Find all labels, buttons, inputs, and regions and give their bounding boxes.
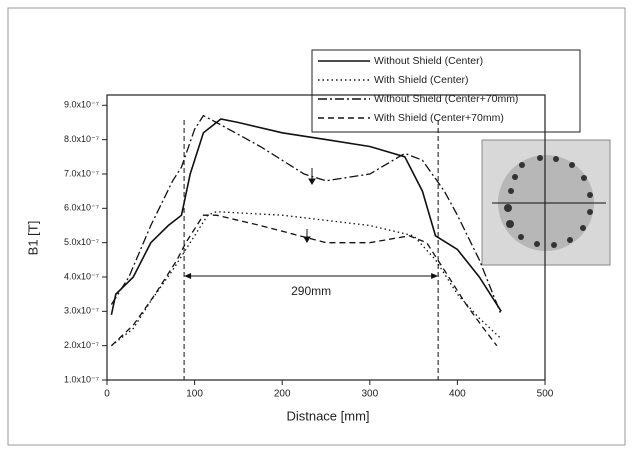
plot-area [106,94,546,381]
x-tick-label: 500 [537,389,554,400]
arrow-head [431,273,439,279]
x-tick-label: 100 [186,389,203,400]
y-tick-label: 5.0x10⁻⁷ [64,237,99,247]
x-tick-label: 200 [274,389,291,400]
series-line [110,118,502,315]
series-line [110,211,502,347]
y-tick-label: 7.0x10⁻⁷ [64,168,99,178]
legend-label: With Shield (Center+70mm) [374,112,504,124]
x-axis-label: Distnace [mm] [286,408,369,423]
y-tick-label: 2.0x10⁻⁷ [64,340,99,350]
y-axis-label: B1 [T] [25,221,40,256]
inset-image [481,139,611,266]
frame [7,7,626,446]
y-tick-label: 1.0x10⁻⁷ [64,374,99,384]
x-tick-label: 400 [449,389,466,400]
series-line [110,214,498,347]
legend-label: Without Shield (Center+70mm) [374,93,518,105]
x-tick-label: 0 [104,389,110,400]
legend-label: Without Shield (Center) [374,55,483,67]
y-tick-label: 3.0x10⁻⁷ [64,306,99,316]
y-tick-label: 6.0x10⁻⁷ [64,203,99,213]
span-label: 290mm [291,284,331,298]
series-line [110,114,502,316]
y-tick-label: 4.0x10⁻⁷ [64,271,99,281]
y-tick-label: 8.0x10⁻⁷ [64,134,99,144]
legend-label: With Shield (Center) [374,74,469,86]
y-tick-label: 9.0x10⁻⁷ [64,100,99,110]
legend [311,49,581,133]
arrows [303,168,316,243]
arrow-head [184,273,192,279]
x-tick-label: 300 [361,389,378,400]
